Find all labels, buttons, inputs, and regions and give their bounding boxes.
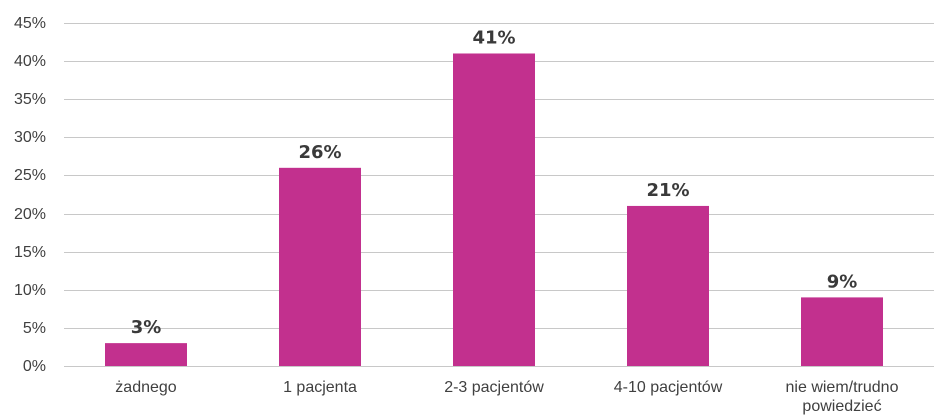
bar: [105, 343, 187, 366]
data-label: 21%: [646, 180, 689, 201]
category-label: 2-3 pacjentów: [444, 379, 544, 396]
bar: [801, 297, 883, 366]
y-tick-label: 5%: [23, 320, 46, 337]
bar: [279, 167, 361, 366]
category-label: 1 pacjenta: [283, 379, 357, 396]
y-tick-label: 10%: [14, 282, 46, 299]
category-label: 4-10 pacjentów: [614, 379, 723, 396]
y-tick-label: 20%: [14, 206, 46, 223]
y-tick-label: 45%: [14, 15, 46, 32]
y-axis-tick-labels: 0% 5% 10% 15% 20% 25% 30% 35% 40% 45%: [14, 15, 46, 375]
bar: [627, 205, 709, 366]
y-tick-label: 30%: [14, 129, 46, 146]
y-tick-label: 40%: [14, 53, 46, 70]
x-axis-category-labels: żadnego 1 pacjenta 2-3 pacjentów 4-10 pacje…: [115, 379, 898, 415]
y-tick-label: 15%: [14, 244, 46, 261]
data-label: 9%: [827, 271, 858, 292]
data-labels: 3% 26% 41% 21% 9%: [131, 27, 858, 338]
category-label: żadnego: [115, 379, 176, 396]
y-tick-label: 25%: [14, 167, 46, 184]
bars: [105, 53, 883, 366]
y-tick-label: 35%: [14, 91, 46, 108]
data-label: 41%: [472, 27, 515, 48]
data-label: 26%: [298, 142, 341, 163]
y-tick-label: 0%: [23, 358, 46, 375]
category-label: nie wiem/trudno powiedzieć: [786, 379, 899, 415]
data-label: 3%: [131, 317, 162, 338]
bar: [453, 53, 535, 366]
